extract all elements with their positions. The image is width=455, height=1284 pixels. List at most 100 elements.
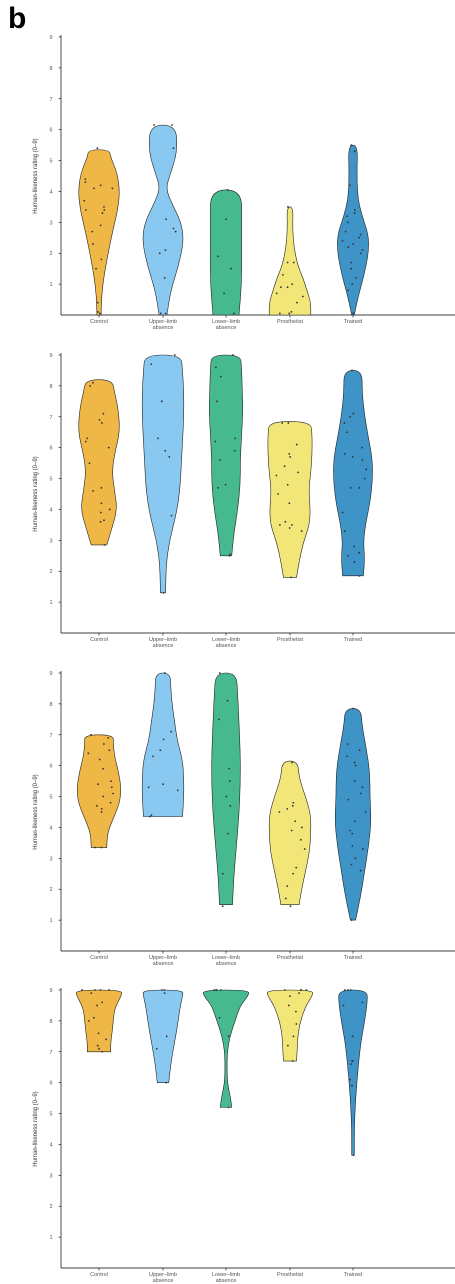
data-point	[361, 446, 363, 449]
y-tick-label: 3	[49, 856, 52, 862]
data-point	[288, 452, 291, 455]
data-point	[355, 277, 358, 279]
data-point	[354, 857, 357, 860]
data-point	[218, 1016, 221, 1019]
data-point	[157, 437, 159, 440]
data-point	[286, 1044, 289, 1047]
data-point	[108, 989, 110, 991]
data-point	[101, 212, 104, 214]
data-point	[360, 252, 362, 255]
data-point	[107, 446, 110, 449]
data-point	[287, 422, 290, 424]
data-point	[97, 783, 100, 786]
y-tick-label: 6	[49, 128, 52, 134]
y-tick-label: 6	[49, 446, 52, 452]
x-category-label: Lower–limb	[212, 319, 240, 325]
data-point	[102, 743, 105, 745]
data-point	[295, 1023, 298, 1025]
data-point	[103, 205, 105, 208]
x-category-label: Control	[90, 1272, 108, 1278]
data-point	[358, 486, 361, 489]
data-point	[172, 227, 175, 230]
data-point	[234, 437, 236, 440]
data-point	[351, 283, 354, 286]
data-point	[215, 366, 217, 369]
data-point	[89, 384, 92, 387]
data-point	[343, 989, 346, 991]
data-point	[351, 1084, 353, 1087]
data-point	[353, 545, 356, 548]
data-point	[98, 312, 101, 315]
data-point	[287, 1004, 290, 1007]
data-point	[226, 699, 229, 702]
data-point	[359, 233, 362, 236]
data-point	[349, 1078, 351, 1081]
y-tick-label: 8	[49, 384, 52, 390]
data-point	[96, 301, 99, 304]
data-point	[216, 989, 218, 991]
data-point	[92, 187, 95, 190]
data-point	[349, 989, 352, 991]
data-point	[228, 780, 231, 783]
data-point	[103, 209, 106, 211]
y-axis-title: Human-likeness rating (0–9)	[33, 774, 39, 849]
data-point	[84, 178, 87, 180]
data-point	[284, 897, 287, 900]
y-axis-title: Human-likeness rating (0–9)	[33, 1091, 39, 1166]
violin-trained	[334, 708, 372, 921]
data-point	[297, 471, 300, 474]
data-point	[358, 551, 361, 554]
data-point	[295, 866, 298, 869]
data-point	[216, 255, 219, 258]
data-point	[352, 707, 355, 710]
data-point	[101, 1001, 103, 1004]
data-point	[347, 221, 349, 224]
data-point	[291, 804, 294, 807]
data-point	[292, 261, 295, 264]
data-point	[347, 798, 350, 801]
data-point	[92, 1016, 95, 1019]
data-point	[275, 292, 278, 295]
data-point	[233, 449, 236, 452]
violin-prosthetist	[268, 206, 312, 316]
data-point	[100, 258, 103, 261]
data-point	[97, 1032, 100, 1035]
violin-control	[77, 734, 121, 848]
x-category-label: absence	[153, 643, 174, 649]
data-point	[159, 312, 162, 315]
data-point	[358, 749, 361, 752]
y-tick-label: 7	[49, 97, 52, 103]
y-tick-label: 9	[49, 671, 52, 677]
data-point	[305, 989, 308, 991]
violin-lower	[209, 354, 243, 557]
y-tick-label: 8	[49, 66, 52, 72]
data-point	[353, 209, 356, 211]
data-point	[343, 452, 346, 455]
data-point	[279, 523, 281, 526]
data-point	[350, 1063, 352, 1066]
data-point	[110, 780, 112, 783]
x-category-label: Upper–limb	[149, 1272, 177, 1278]
data-point	[227, 832, 230, 835]
data-point	[163, 992, 166, 994]
data-point	[232, 312, 235, 315]
violin-trained	[338, 989, 368, 1156]
violin-upper	[142, 124, 184, 316]
data-point	[300, 989, 303, 991]
y-tick-label: 9	[49, 353, 52, 359]
data-point	[101, 1050, 104, 1053]
data-point	[112, 792, 115, 795]
data-point	[150, 363, 153, 366]
violin-prosthetist	[266, 989, 314, 1062]
y-tick-label: 7	[49, 733, 52, 739]
violin-control	[78, 149, 120, 316]
data-point	[289, 456, 292, 458]
data-point	[90, 733, 92, 736]
data-point	[91, 381, 94, 384]
violin-prosthetist	[267, 421, 313, 578]
data-point	[95, 267, 97, 270]
data-point	[347, 246, 350, 248]
violin-control	[78, 379, 120, 546]
data-point	[172, 147, 175, 150]
data-point	[353, 212, 356, 214]
